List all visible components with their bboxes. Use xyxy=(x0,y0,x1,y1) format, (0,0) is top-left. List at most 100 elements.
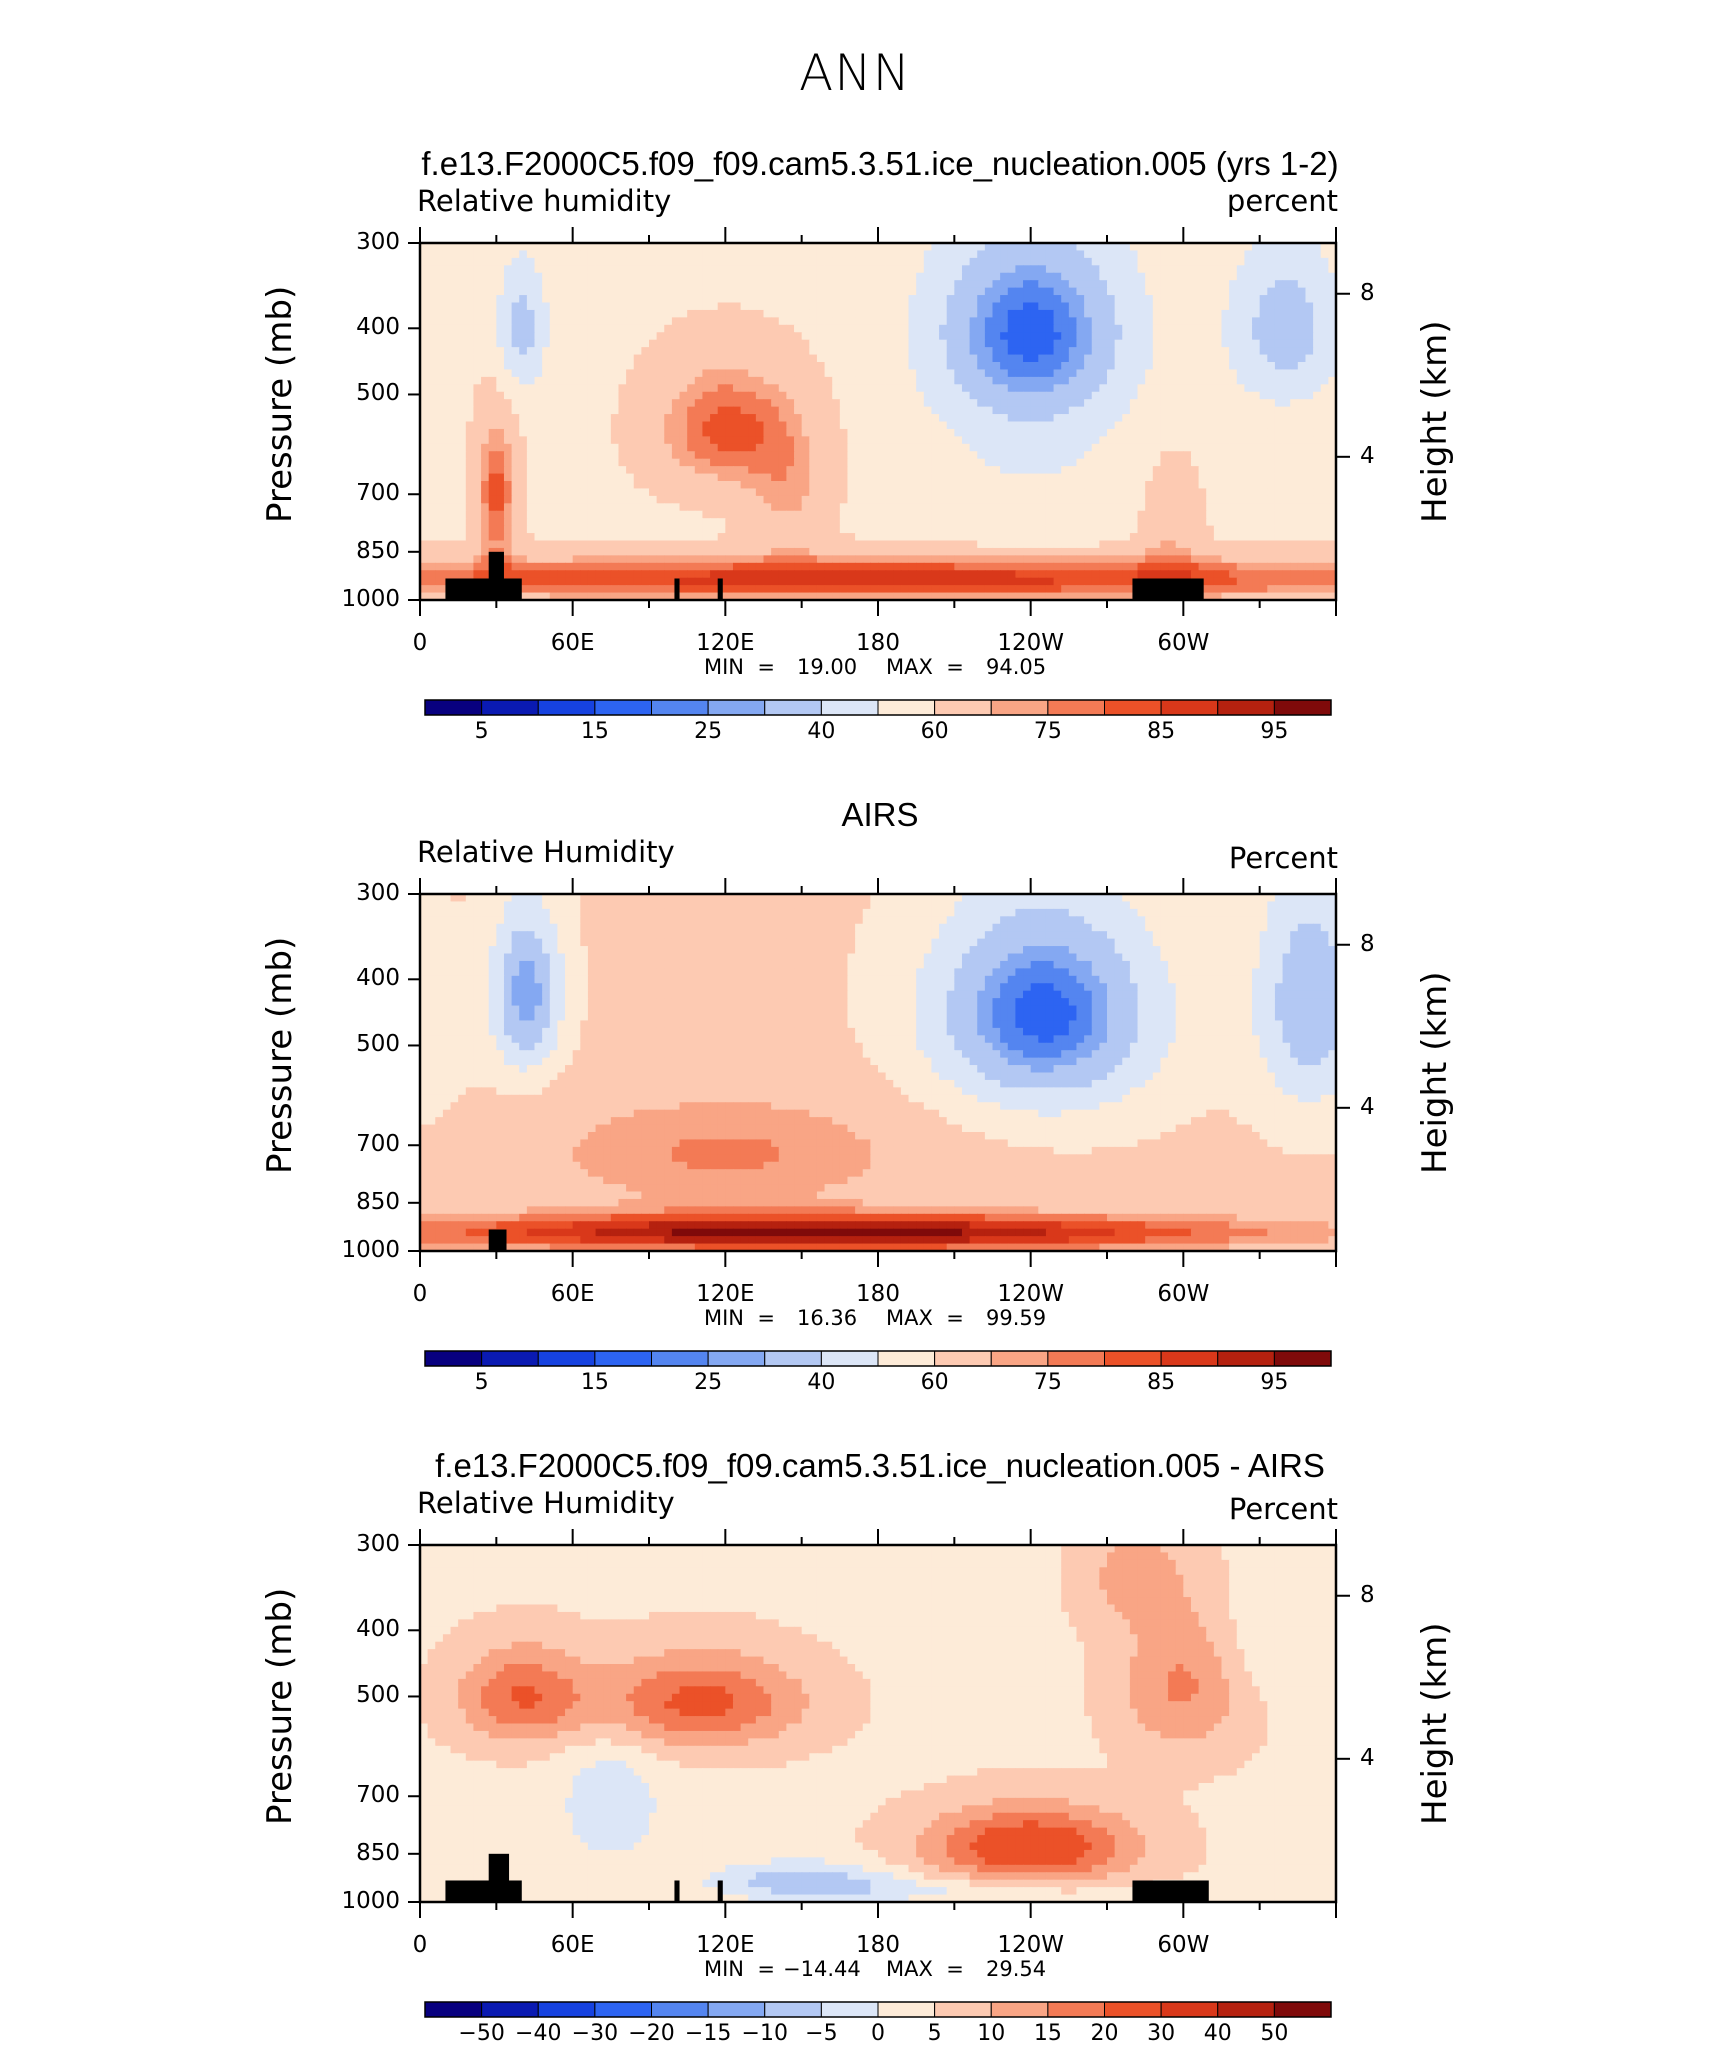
field-cell xyxy=(993,347,1001,355)
field-cell xyxy=(993,377,1001,385)
field-cell xyxy=(489,273,497,281)
field-cell xyxy=(1015,303,1023,311)
field-cell xyxy=(550,340,558,348)
field-cell xyxy=(985,332,993,340)
field-cell xyxy=(649,548,657,556)
field-cell xyxy=(657,436,665,444)
field-cell xyxy=(527,488,535,496)
field-cell xyxy=(1122,369,1130,377)
field-cell xyxy=(481,288,489,296)
field-cell xyxy=(557,355,565,363)
field-cell xyxy=(702,325,710,333)
field-cell xyxy=(1267,288,1275,296)
field-cell xyxy=(1015,332,1023,340)
field-cell xyxy=(573,384,581,392)
field-cell xyxy=(771,273,779,281)
field-cell xyxy=(1076,466,1084,474)
field-cell xyxy=(1054,369,1062,377)
field-cell xyxy=(1214,488,1222,496)
field-cell xyxy=(725,340,733,348)
field-cell xyxy=(1046,332,1054,340)
field-cell xyxy=(1023,407,1031,415)
field-cell xyxy=(993,250,1001,258)
field-cell xyxy=(1183,488,1191,496)
field-cell xyxy=(1054,518,1062,526)
field-cell xyxy=(870,332,878,340)
field-cell xyxy=(1031,258,1039,266)
field-cell xyxy=(565,533,573,541)
field-cell xyxy=(535,369,543,377)
field-cell xyxy=(702,280,710,288)
field-cell xyxy=(1046,392,1054,400)
field-cell xyxy=(1031,392,1039,400)
field-cell xyxy=(1283,459,1291,467)
field-cell xyxy=(1031,541,1039,549)
field-cell xyxy=(542,384,550,392)
field-cell xyxy=(878,518,886,526)
field-cell xyxy=(931,325,939,333)
field-cell xyxy=(611,488,619,496)
field-cell xyxy=(435,265,443,273)
field-cell xyxy=(985,340,993,348)
field-cell xyxy=(1206,511,1214,519)
field-cell xyxy=(1015,310,1023,318)
field-cell xyxy=(1214,295,1222,303)
field-cell xyxy=(1283,407,1291,415)
field-cell xyxy=(695,548,703,556)
field-cell xyxy=(504,280,512,288)
field-cell xyxy=(527,347,535,355)
field-cell xyxy=(1008,250,1016,258)
field-cell xyxy=(924,548,932,556)
field-cell xyxy=(428,362,436,370)
field-cell xyxy=(1305,503,1313,511)
field-cell xyxy=(580,384,588,392)
field-cell xyxy=(947,548,955,556)
field-cell xyxy=(466,355,474,363)
field-cell xyxy=(809,295,817,303)
field-cell xyxy=(954,340,962,348)
field-cell xyxy=(764,295,772,303)
field-cell xyxy=(1176,355,1184,363)
field-cell xyxy=(855,466,863,474)
field-cell xyxy=(1229,481,1237,489)
field-cell xyxy=(954,273,962,281)
field-cell xyxy=(641,444,649,452)
field-cell xyxy=(1092,481,1100,489)
field-cell xyxy=(657,407,665,415)
field-cell xyxy=(458,362,466,370)
field-cell xyxy=(1099,355,1107,363)
field-cell xyxy=(1023,340,1031,348)
field-cell xyxy=(1176,347,1184,355)
field-cell xyxy=(596,325,604,333)
field-cell xyxy=(466,369,474,377)
field-cell xyxy=(794,369,802,377)
field-cell xyxy=(825,355,833,363)
field-cell xyxy=(1176,310,1184,318)
field-cell xyxy=(909,250,917,258)
field-cell xyxy=(1145,466,1153,474)
field-cell xyxy=(977,518,985,526)
field-cell xyxy=(1191,436,1199,444)
field-cell xyxy=(542,310,550,318)
field-cell xyxy=(870,273,878,281)
field-cell xyxy=(557,332,565,340)
field-cell xyxy=(1313,496,1321,504)
field-cell xyxy=(1168,280,1176,288)
field-cell xyxy=(1313,541,1321,549)
field-cell xyxy=(1023,436,1031,444)
field-cell xyxy=(741,436,749,444)
field-cell xyxy=(535,466,543,474)
field-cell xyxy=(1092,436,1100,444)
field-cell xyxy=(458,451,466,459)
field-cell xyxy=(618,503,626,511)
field-cell xyxy=(435,362,443,370)
field-cell xyxy=(618,533,626,541)
field-cell xyxy=(1298,451,1306,459)
field-cell xyxy=(909,310,917,318)
field-cell xyxy=(893,355,901,363)
field-cell xyxy=(1176,459,1184,467)
field-cell xyxy=(1061,273,1069,281)
field-cell xyxy=(1298,384,1306,392)
field-cell xyxy=(771,369,779,377)
field-cell xyxy=(1252,511,1260,519)
